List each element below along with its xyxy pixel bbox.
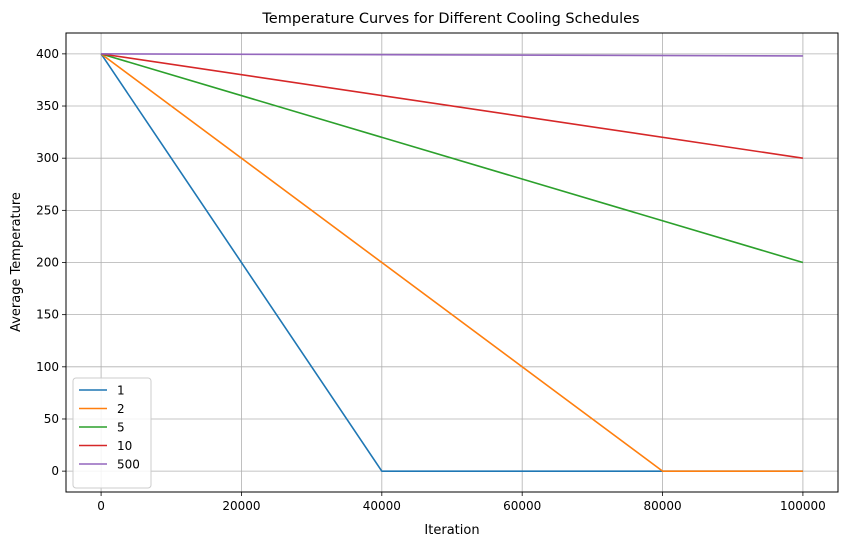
y-axis-label: Average Temperature — [9, 192, 24, 332]
legend-label: 10 — [117, 439, 132, 453]
legend: 1 2 5 10 500 — [72, 377, 152, 489]
y-tick-label: 300 — [36, 151, 59, 165]
series-line-2 — [100, 53, 803, 472]
legend-label: 2 — [117, 402, 125, 416]
x-tick-label: 40000 — [363, 499, 401, 513]
y-tick-label: 50 — [44, 412, 59, 426]
series-group — [100, 53, 804, 472]
legend-label: 1 — [117, 384, 125, 398]
x-tick-label: 0 — [97, 499, 105, 513]
y-tick-label: 400 — [36, 47, 59, 61]
x-tick-label: 60000 — [503, 499, 541, 513]
grid — [66, 33, 838, 492]
legend-label: 5 — [117, 421, 125, 435]
x-tick-label: 80000 — [643, 499, 681, 513]
y-tick-label: 100 — [36, 360, 59, 374]
y-tick-label: 250 — [36, 203, 59, 217]
x-axis-label: Iteration — [424, 523, 479, 538]
x-tick-label: 20000 — [222, 499, 260, 513]
series-line-5 — [100, 53, 804, 264]
series-line-10 — [100, 53, 804, 159]
legend-label: 500 — [117, 458, 140, 472]
y-tick-label: 150 — [36, 308, 59, 322]
x-tick-label: 100000 — [780, 499, 826, 513]
chart-title: Temperature Curves for Different Cooling… — [261, 11, 639, 27]
y-tick-label: 200 — [36, 256, 59, 270]
y-tick-label: 0 — [51, 464, 59, 478]
series-line-500 — [101, 53, 803, 57]
x-axis-ticks: 0 20000 40000 60000 80000 100000 — [97, 492, 826, 513]
legend-box — [72, 377, 152, 489]
y-tick-label: 350 — [36, 99, 59, 113]
y-axis-ticks: 0 50 100 150 200 250 300 350 400 — [36, 47, 66, 478]
